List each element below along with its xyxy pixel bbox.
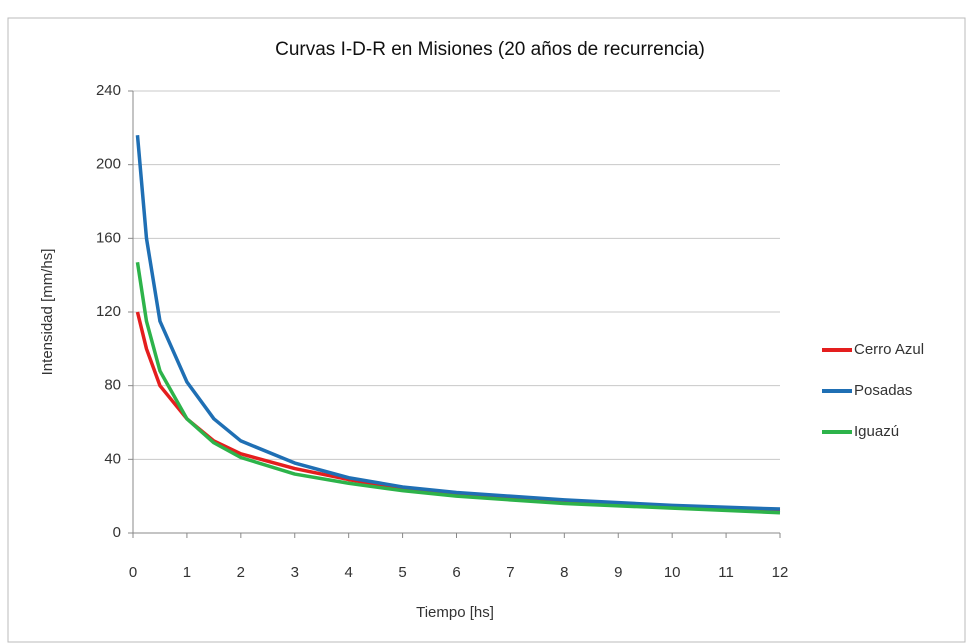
x-tick-label: 5: [398, 564, 406, 581]
x-tick-label: 6: [452, 564, 460, 581]
legend-label: Cerro Azul: [854, 341, 924, 358]
y-tick-label: 120: [96, 303, 121, 320]
x-tick-label: 1: [183, 564, 191, 581]
legend-label: Iguazú: [854, 423, 899, 440]
series-line: [135, 135, 781, 511]
x-tick-label: 8: [560, 564, 568, 581]
x-tick-label: 4: [344, 564, 352, 581]
x-tick-label: 9: [614, 564, 622, 581]
y-tick-label: 40: [104, 450, 121, 467]
x-tick-label: 2: [237, 564, 245, 581]
x-tick-label: 10: [664, 564, 681, 581]
legend-label: Posadas: [854, 382, 912, 399]
series-line: [135, 311, 781, 513]
y-axis-label: Intensidad [mm/hs]: [39, 249, 56, 376]
y-tick-label: 80: [104, 377, 121, 394]
x-tick-label: 11: [718, 564, 734, 581]
x-tick-label: 12: [772, 564, 789, 581]
x-tick-label: 7: [506, 564, 514, 581]
x-tick-label: 3: [291, 564, 299, 581]
y-tick-label: 200: [96, 156, 121, 173]
y-tick-label: 160: [96, 229, 121, 246]
x-axis-label: Tiempo [hs]: [416, 604, 494, 621]
y-tick-label: 240: [96, 82, 121, 99]
chart-title: Curvas I-D-R en Misiones (20 años de rec…: [275, 39, 705, 60]
y-tick-label: 0: [113, 524, 121, 541]
series-line: [135, 262, 781, 515]
chart-frame: [7, 17, 966, 643]
x-tick-label: 0: [129, 564, 137, 581]
